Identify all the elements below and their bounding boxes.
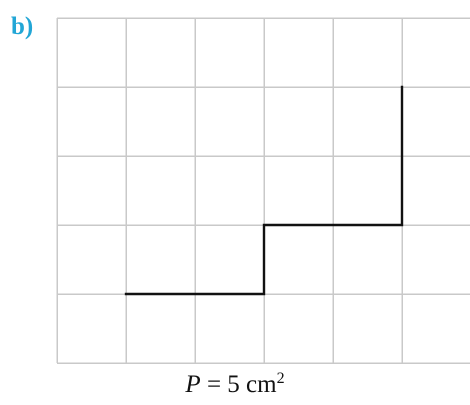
caption: P = 5 cm2 — [0, 370, 470, 400]
unit-exponent: 2 — [276, 370, 285, 387]
perimeter-value: = 5 cm — [206, 371, 277, 398]
perimeter-variable: P — [185, 371, 201, 398]
grid-lines — [56, 17, 470, 364]
part-label: b) — [11, 13, 34, 40]
step-path — [124, 85, 404, 296]
